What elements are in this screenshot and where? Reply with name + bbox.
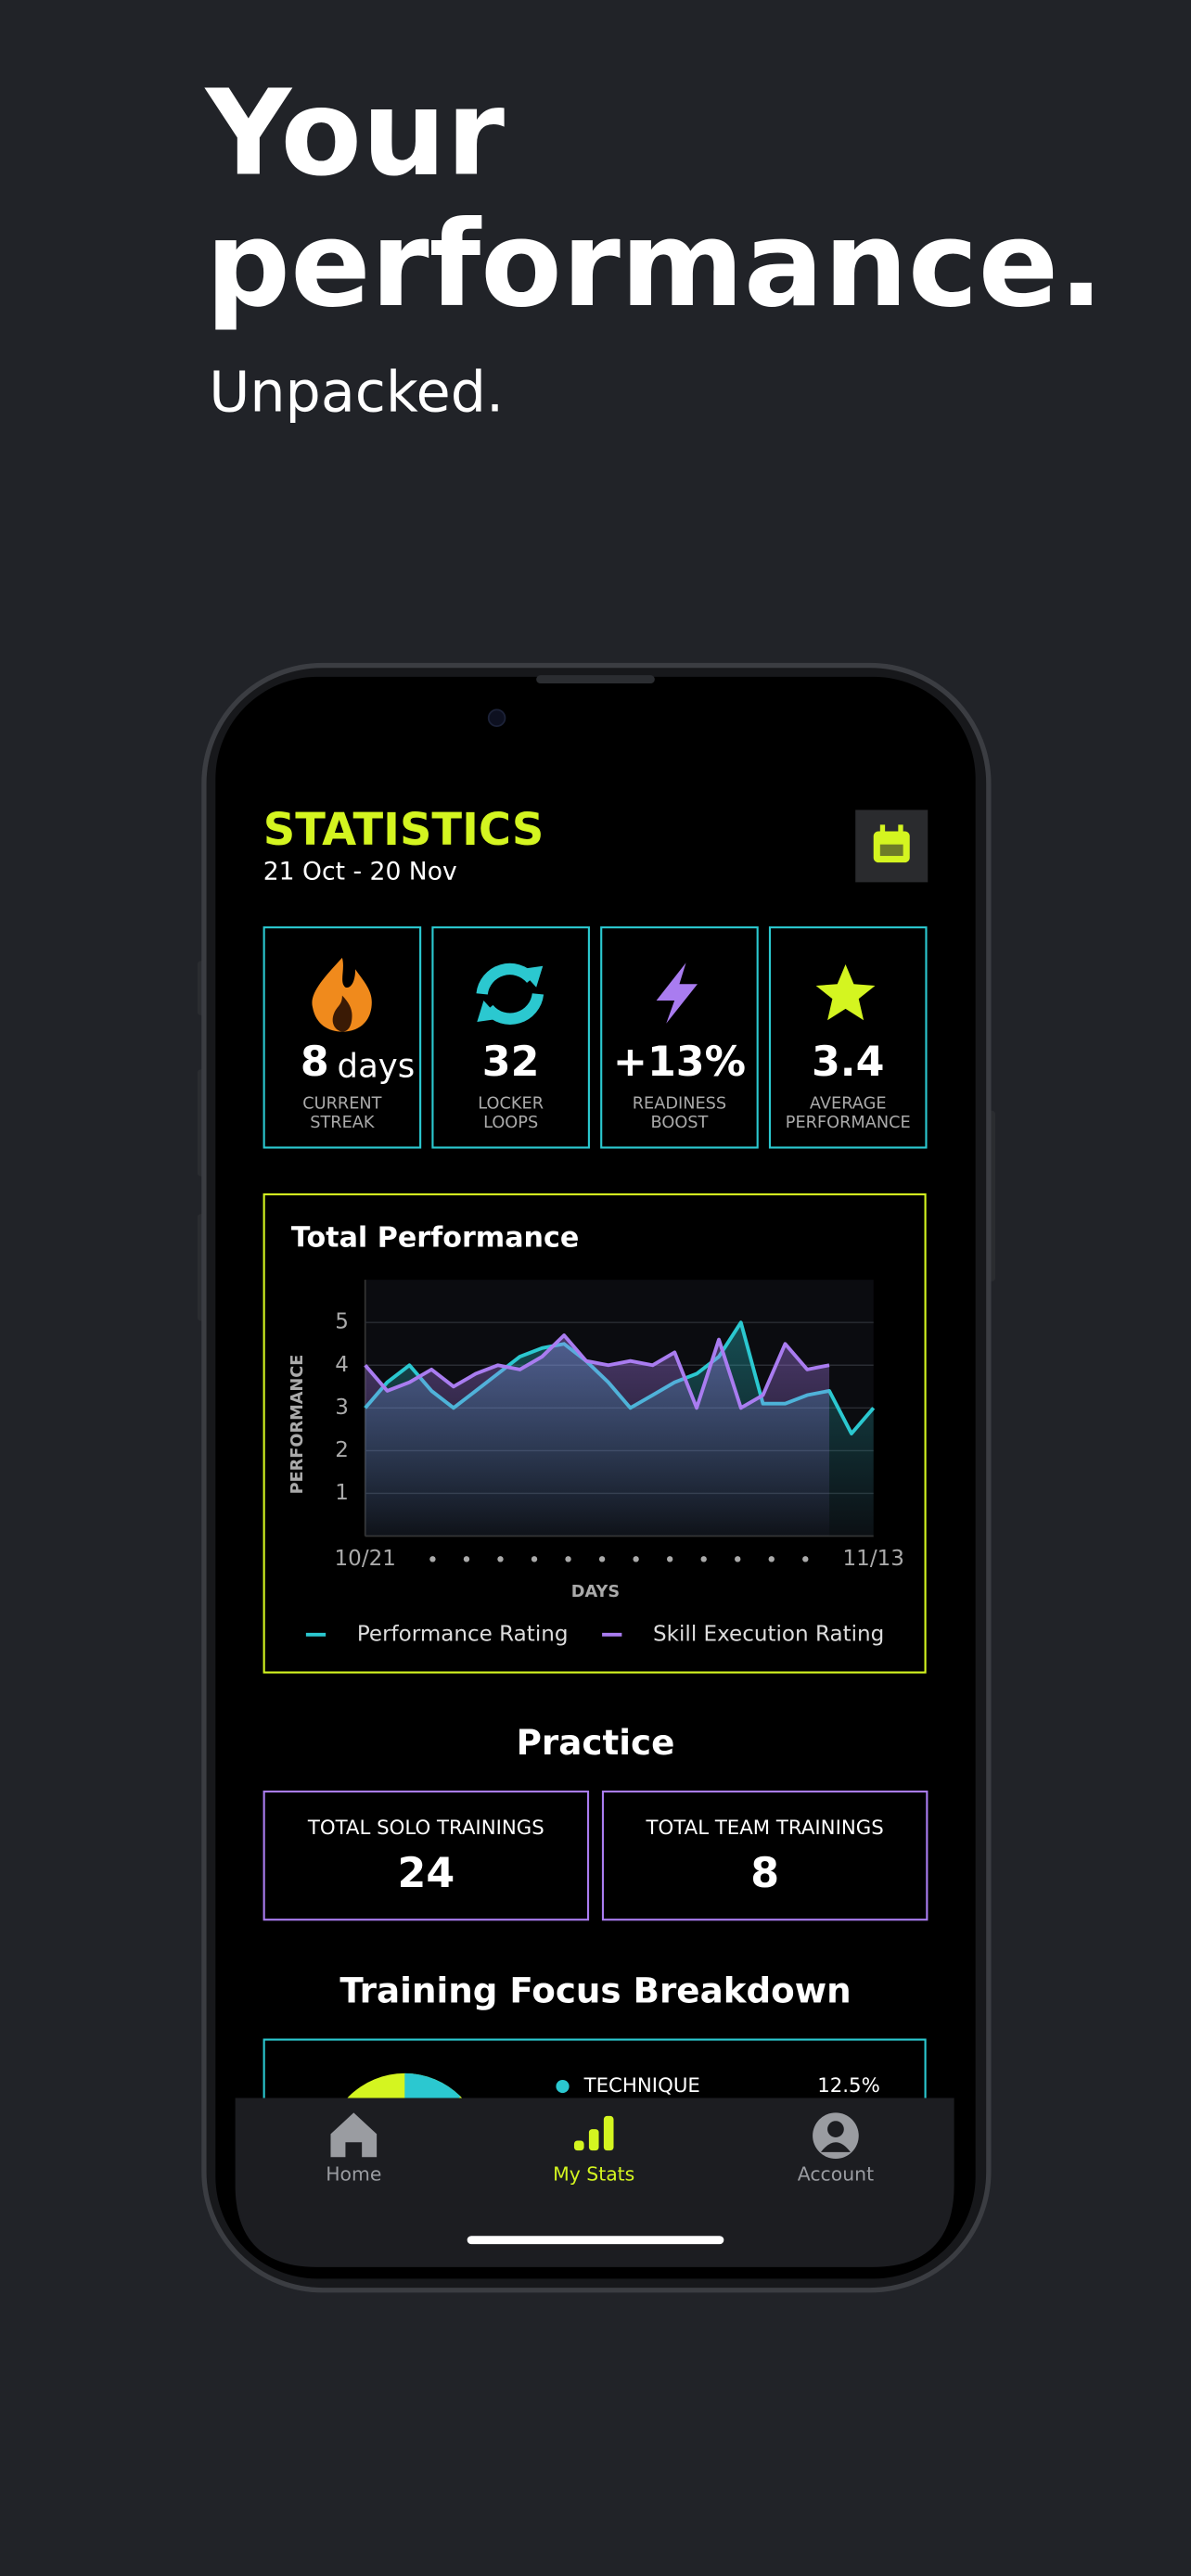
breakdown-label: TECHNIQUE <box>583 2074 700 2098</box>
chart-card <box>263 1192 927 1674</box>
stat-card <box>263 926 422 1149</box>
nav-item[interactable]: Home <box>326 2112 381 2186</box>
nav-item[interactable]: My Stats <box>553 2115 634 2186</box>
x-tick-dot <box>633 1556 639 1562</box>
x-tick-dot <box>700 1556 707 1562</box>
account-icon[interactable] <box>820 2142 851 2152</box>
home-icon[interactable] <box>330 2112 378 2158</box>
nav-item[interactable]: Account <box>798 2112 874 2186</box>
nav-bar <box>235 2098 954 2267</box>
y-tick-label: 4 <box>335 1353 349 1377</box>
nav-label[interactable]: My Stats <box>553 2163 634 2186</box>
x-tick-dot <box>429 1556 436 1562</box>
calendar-icon[interactable] <box>898 824 903 835</box>
stat-card <box>768 926 928 1149</box>
stat-value: 32 <box>482 1039 540 1086</box>
series-area <box>365 1335 830 1537</box>
loop-icon <box>477 965 544 1022</box>
calendar-icon[interactable] <box>879 824 886 835</box>
stat-label: LOCKER <box>478 1095 544 1114</box>
y-tick-label: 5 <box>335 1310 349 1334</box>
breakdown-value: 12.5% <box>817 2074 880 2098</box>
flame-icon <box>312 957 372 1032</box>
practice-card <box>263 1790 590 1921</box>
stat-label: READINESS <box>633 1095 727 1114</box>
x-tick-dot <box>735 1556 741 1562</box>
stat-card <box>600 926 759 1149</box>
x-tick-dot <box>463 1556 470 1562</box>
bolt-icon <box>656 963 698 1024</box>
x-start-label: 10/21 <box>335 1547 396 1571</box>
speaker <box>536 675 655 684</box>
flame-icon <box>332 995 352 1032</box>
y-tick-label: 3 <box>335 1396 349 1420</box>
calendar-button[interactable] <box>855 810 928 883</box>
stat-value: 3.4 <box>812 1039 885 1086</box>
section-title: Training Focus Breakdown <box>339 1970 851 2011</box>
series-line <box>364 1333 830 1410</box>
x-tick-dot <box>802 1556 809 1562</box>
nav-label[interactable]: Home <box>326 2163 381 2186</box>
y-axis-label: PERFORMANCE <box>288 1355 307 1495</box>
x-tick-dot <box>565 1556 571 1562</box>
practice-value: 24 <box>397 1850 455 1897</box>
stat-card <box>431 926 590 1149</box>
stat-unit: days <box>338 1048 416 1086</box>
stats-icon[interactable] <box>603 2115 614 2151</box>
star-icon <box>815 963 876 1021</box>
stat-value: 8 <box>301 1039 329 1086</box>
stat-label: LOOPS <box>483 1114 538 1132</box>
practice-value: 8 <box>750 1850 779 1897</box>
y-tick-label: 1 <box>335 1481 349 1505</box>
stat-label: AVERAGE <box>810 1095 887 1114</box>
stat-value: +13% <box>613 1039 746 1086</box>
practice-label: TOTAL TEAM TRAININGS <box>646 1817 884 1840</box>
stat-label: PERFORMANCE <box>786 1114 911 1132</box>
nav-label[interactable]: Account <box>798 2163 874 2186</box>
hero-title: Your <box>204 66 505 203</box>
hero-subtitle: Unpacked. <box>209 361 504 426</box>
practice-card <box>601 1790 928 1921</box>
legend-label: Performance Rating <box>357 1622 569 1646</box>
stats-icon[interactable] <box>588 2129 599 2151</box>
stat-label: CURRENT <box>302 1095 381 1114</box>
date-range: 21 Oct - 20 Nov <box>263 857 457 886</box>
hero-title: performance. <box>206 197 1104 334</box>
x-tick-dot <box>666 1556 673 1562</box>
x-tick-dot <box>497 1556 504 1562</box>
x-tick-dot <box>768 1556 775 1562</box>
practice-label: TOTAL SOLO TRAININGS <box>307 1817 544 1840</box>
section-title: Practice <box>517 1722 675 1763</box>
y-tick-label: 2 <box>335 1438 349 1462</box>
legend-label: Skill Execution Rating <box>653 1622 884 1646</box>
screen-title: STATISTICS <box>263 805 544 856</box>
x-end-label: 11/13 <box>843 1547 904 1571</box>
calendar-icon[interactable] <box>879 844 903 857</box>
stat-label: STREAK <box>310 1114 375 1132</box>
home-indicator <box>467 2236 724 2245</box>
x-tick-dot <box>598 1556 606 1562</box>
stats-icon[interactable] <box>573 2140 584 2151</box>
x-axis-label: DAYS <box>571 1583 620 1601</box>
x-tick-dot <box>531 1556 538 1562</box>
camera <box>487 708 506 727</box>
chart-title: Total Performance <box>291 1221 579 1254</box>
app-screen: STATISTICS 21 Oct - 20 Nov Total Perform… <box>235 805 954 2267</box>
account-icon[interactable] <box>827 2121 844 2137</box>
legend-dot <box>556 2079 570 2094</box>
stat-label: BOOST <box>651 1114 709 1132</box>
